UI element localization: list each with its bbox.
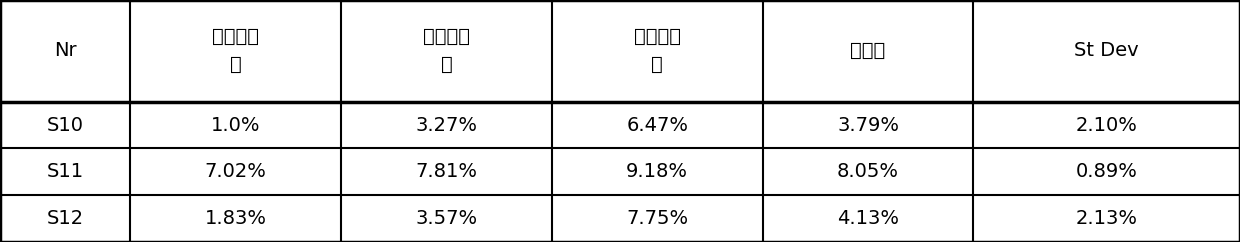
Text: 1.83%: 1.83% xyxy=(205,209,267,228)
Text: 1.0%: 1.0% xyxy=(211,116,260,135)
Text: 0.89%: 0.89% xyxy=(1076,162,1137,181)
Text: 8.05%: 8.05% xyxy=(837,162,899,181)
Text: Nr: Nr xyxy=(53,41,77,60)
Text: 中等空隙
化: 中等空隙 化 xyxy=(423,27,470,74)
Text: 7.02%: 7.02% xyxy=(205,162,267,181)
Text: 平均值: 平均值 xyxy=(851,41,885,60)
Text: 7.81%: 7.81% xyxy=(415,162,477,181)
Text: 2.13%: 2.13% xyxy=(1076,209,1138,228)
Text: 3.57%: 3.57% xyxy=(415,209,477,228)
Text: 最低空隙
化: 最低空隙 化 xyxy=(212,27,259,74)
Text: 最高空隙
化: 最高空隙 化 xyxy=(634,27,681,74)
Text: 6.47%: 6.47% xyxy=(626,116,688,135)
Text: 9.18%: 9.18% xyxy=(626,162,688,181)
Text: S10: S10 xyxy=(47,116,83,135)
Text: S11: S11 xyxy=(47,162,83,181)
Text: 3.27%: 3.27% xyxy=(415,116,477,135)
Text: 2.10%: 2.10% xyxy=(1076,116,1137,135)
Text: S12: S12 xyxy=(47,209,83,228)
Text: 7.75%: 7.75% xyxy=(626,209,688,228)
Text: 4.13%: 4.13% xyxy=(837,209,899,228)
Text: 3.79%: 3.79% xyxy=(837,116,899,135)
Text: St Dev: St Dev xyxy=(1074,41,1140,60)
